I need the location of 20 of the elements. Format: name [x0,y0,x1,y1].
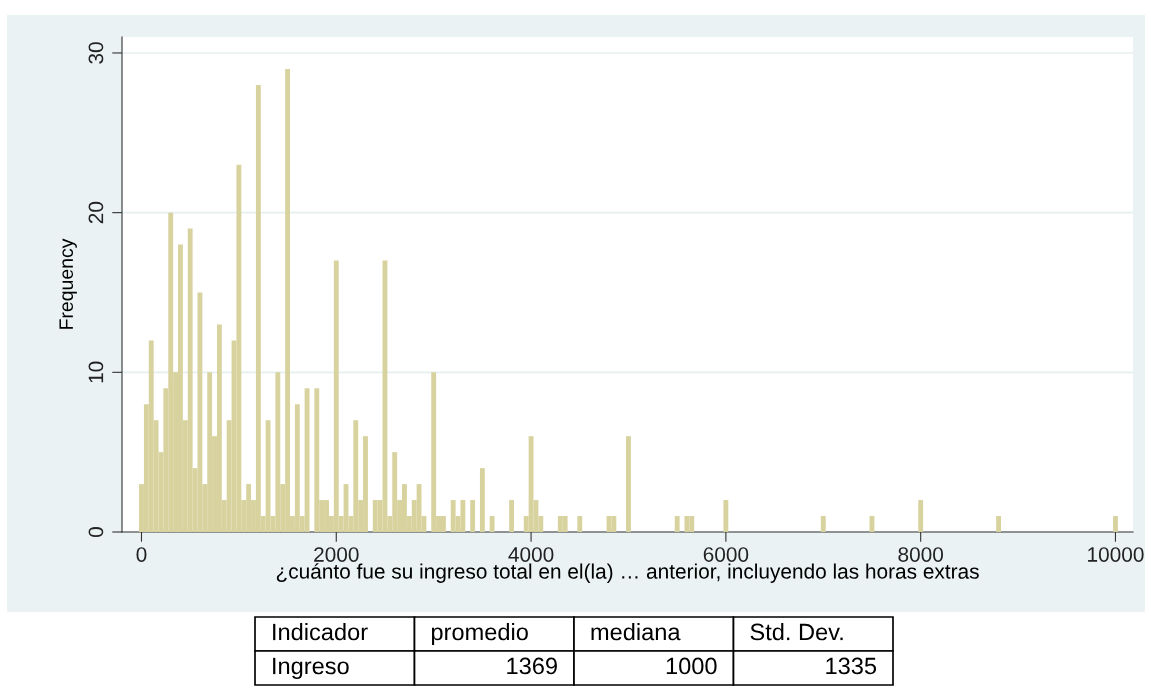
y-axis-title: Frequency [59,238,77,329]
text: mediana [591,622,681,641]
x-tick-label: 0 [136,547,147,562]
x-tick-label: 2000 [314,547,359,562]
text: 1335 [826,657,877,675]
y-tick-label: 10 [88,361,104,383]
x-axis-title: ¿cuánto fue su ingreso total en el(la) … anterior, incluyendo las horas extras [276,563,979,583]
x-tick-label: 10000 [1088,547,1144,562]
x-tick-label: 4000 [508,547,554,562]
x-tick-label: 6000 [703,547,749,562]
text: 1000 [666,657,717,675]
text: Std. Dev. [750,622,843,641]
text: promedio [431,622,528,646]
text: 1369 [507,657,557,675]
y-tick-label: 20 [88,201,104,224]
y-tick-label: 30 [88,42,104,64]
y-tick-label: 0 [88,527,104,537]
text: Indicador [273,622,368,641]
x-tick-label: 8000 [898,547,944,562]
text: Ingreso [273,657,349,679]
